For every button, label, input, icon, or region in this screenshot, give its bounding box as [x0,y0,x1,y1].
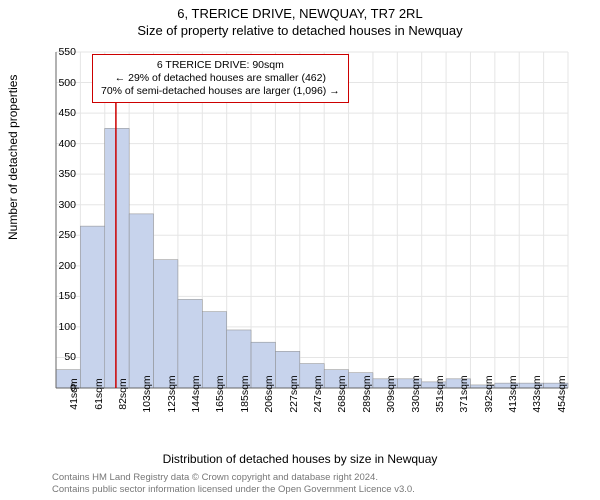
x-tick: 371sqm [458,375,470,412]
x-tick: 247sqm [312,375,324,412]
x-tick: 185sqm [239,375,251,412]
y-tick: 50 [48,351,76,363]
annotation-line1: 6 TRERICE DRIVE: 90sqm [101,59,340,72]
y-axis-label: Number of detached properties [6,75,20,240]
y-tick: 400 [48,138,76,150]
x-tick: 41sqm [68,378,80,410]
x-tick: 309sqm [385,375,397,412]
annotation-line3: 70% of semi-detached houses are larger (… [101,85,340,98]
y-tick: 350 [48,168,76,180]
x-tick: 82sqm [117,378,129,410]
footer-line2: Contains public sector information licen… [52,484,415,496]
x-tick: 413sqm [507,375,519,412]
x-axis-label: Distribution of detached houses by size … [0,452,600,466]
x-tick: 330sqm [410,375,422,412]
annotation-line2: ← 29% of detached houses are smaller (46… [101,72,340,85]
y-tick: 200 [48,260,76,272]
footer-credit: Contains HM Land Registry data © Crown c… [52,472,415,496]
y-tick: 500 [48,77,76,89]
y-tick: 550 [48,46,76,58]
x-tick: 392sqm [483,375,495,412]
x-tick: 351sqm [434,375,446,412]
x-tick: 123sqm [166,375,178,412]
y-tick: 250 [48,229,76,241]
x-tick: 206sqm [263,375,275,412]
y-tick: 450 [48,107,76,119]
chart-area: 6 TRERICE DRIVE: 90sqm ← 29% of detached… [52,48,572,428]
y-tick: 300 [48,199,76,211]
x-tick: 103sqm [141,375,153,412]
x-tick: 61sqm [93,378,105,410]
x-tick: 454sqm [556,375,568,412]
x-tick: 227sqm [288,375,300,412]
x-tick: 268sqm [336,375,348,412]
x-tick: 165sqm [214,375,226,412]
x-tick: 289sqm [361,375,373,412]
y-tick: 100 [48,321,76,333]
x-tick: 144sqm [190,375,202,412]
x-tick: 433sqm [531,375,543,412]
chart-svg [52,48,572,428]
y-tick: 150 [48,290,76,302]
annotation-box: 6 TRERICE DRIVE: 90sqm ← 29% of detached… [92,54,349,103]
chart-title-main: 6, TRERICE DRIVE, NEWQUAY, TR7 2RL [0,0,600,21]
footer-line1: Contains HM Land Registry data © Crown c… [52,472,415,484]
chart-title-sub: Size of property relative to detached ho… [0,21,600,38]
